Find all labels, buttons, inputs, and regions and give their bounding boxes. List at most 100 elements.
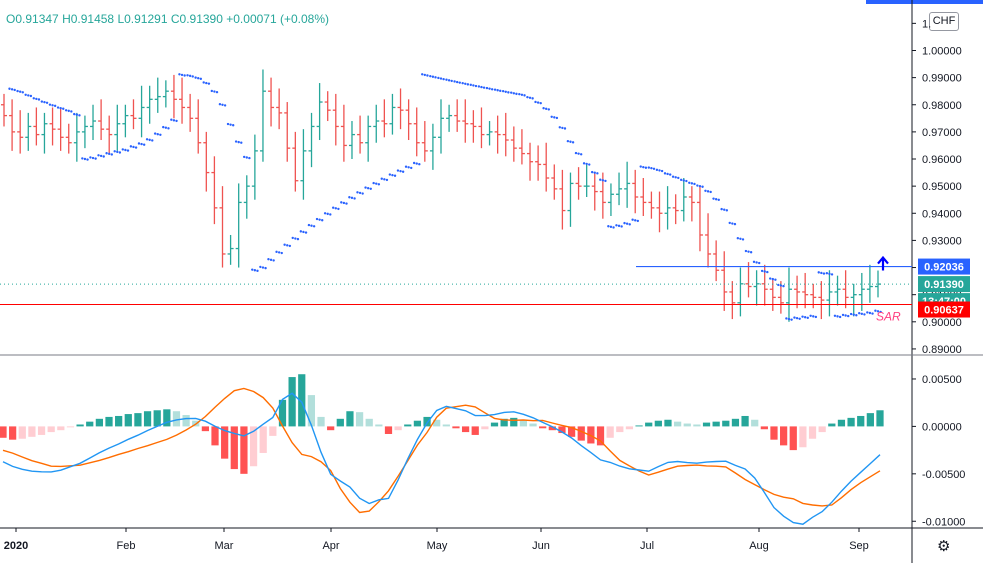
sar-dot <box>231 124 235 127</box>
sar-dot <box>696 184 699 187</box>
sar-dot <box>118 151 122 154</box>
sar-dot <box>447 79 451 82</box>
sar-dot <box>534 100 537 104</box>
macd-histogram-bar <box>57 426 65 431</box>
sar-dot <box>631 218 634 221</box>
sar-dot <box>768 277 772 280</box>
sar-dot <box>401 170 405 173</box>
macd-histogram-bar <box>664 419 672 427</box>
sar-dot <box>518 92 521 96</box>
sar-dot <box>574 151 578 155</box>
macd-histogram-bar <box>317 416 325 427</box>
sar-dot <box>866 311 869 314</box>
macd-histogram-bar <box>808 426 817 439</box>
sar-dot <box>283 243 286 246</box>
macd-histogram-bar <box>394 426 402 431</box>
sar-dot <box>480 85 483 89</box>
sar-dot <box>801 315 804 318</box>
sar-dot <box>223 104 227 107</box>
sar-dot <box>593 171 596 174</box>
time-tick-label: Apr <box>322 540 339 552</box>
sar-dot <box>353 197 356 200</box>
sar-dot <box>496 89 499 92</box>
sar-dot <box>294 237 297 240</box>
sar-dot <box>348 196 351 199</box>
price-tick-label: 1. <box>922 18 931 30</box>
sar-dot <box>579 153 583 156</box>
sar-dot <box>838 315 842 319</box>
macd-histogram-bar <box>115 415 123 427</box>
currency-badge[interactable]: CHF <box>929 12 959 31</box>
sar-dot <box>116 150 119 154</box>
sar-dot <box>472 84 475 87</box>
sar-dot <box>442 77 445 81</box>
macd-histogram-bar <box>567 426 576 437</box>
sar-dot <box>302 230 305 234</box>
price-tick-label: 0.90000 <box>922 317 962 329</box>
sar-dot <box>620 225 623 228</box>
sar-dot <box>404 165 408 168</box>
sar-dot <box>261 266 265 269</box>
macd-histogram-bar <box>163 409 171 427</box>
signal-line <box>2 387 881 514</box>
sar-dot <box>634 219 637 222</box>
sar-dot <box>550 115 553 118</box>
macd-histogram-bar <box>201 426 209 432</box>
sar-dot <box>89 156 92 159</box>
sar-dot <box>202 81 205 84</box>
sar-dot <box>642 165 645 169</box>
sar-dot <box>170 118 173 121</box>
sar-dot <box>536 101 540 104</box>
sar-dot <box>64 109 68 112</box>
macd-histogram-bar <box>278 399 287 427</box>
sar-dot <box>191 75 194 78</box>
sar-dot <box>485 86 489 90</box>
sar-dot <box>426 74 429 77</box>
sar-dot <box>159 133 162 136</box>
sar-dot <box>342 201 346 205</box>
sar-dot <box>639 165 642 168</box>
sar-dot <box>272 259 275 262</box>
sar-dot <box>561 126 564 130</box>
macd-histogram-bar <box>780 426 788 446</box>
sar-dot <box>421 73 424 76</box>
sar-dot <box>650 166 653 170</box>
sar-dot <box>758 261 761 265</box>
macd-histogram-bar <box>702 422 711 427</box>
sar-dot <box>62 107 65 110</box>
sar-dot <box>315 217 319 221</box>
sar-dot <box>553 116 556 119</box>
macd-histogram-bar <box>259 426 267 453</box>
macd-histogram-bar <box>635 425 643 427</box>
sar-dot <box>396 169 400 172</box>
sar-dot <box>331 206 335 209</box>
macd-histogram-bar <box>153 410 161 427</box>
macd-histogram-bar <box>355 412 364 427</box>
top-accent-bar <box>866 0 983 4</box>
sar-dot <box>577 152 580 155</box>
open-value: O0.91347 <box>6 12 59 26</box>
sar-dot <box>571 141 575 144</box>
time-tick-label: Jul <box>640 540 654 552</box>
macd-histogram-bar <box>548 426 556 431</box>
sar-dot <box>275 250 278 254</box>
sar-dot <box>515 92 518 96</box>
sar-dot <box>8 87 11 90</box>
macd-histogram-bar <box>288 377 296 427</box>
sar-dot <box>590 170 594 174</box>
sar-dot <box>671 175 675 178</box>
macd-histogram-bar <box>211 426 219 446</box>
sar-dot <box>437 76 440 80</box>
sar-dot <box>787 317 791 321</box>
sar-dot <box>542 107 545 110</box>
sar-dot <box>366 187 370 190</box>
sar-dot <box>731 222 734 225</box>
macd-histogram-bar <box>674 421 682 427</box>
sar-dot <box>81 157 84 160</box>
gear-icon[interactable]: ⚙ <box>937 538 951 555</box>
sar-dot <box>647 166 651 169</box>
sar-dot <box>588 163 591 166</box>
sar-dot <box>318 218 321 221</box>
price-tick-label: 0.99000 <box>922 73 962 85</box>
